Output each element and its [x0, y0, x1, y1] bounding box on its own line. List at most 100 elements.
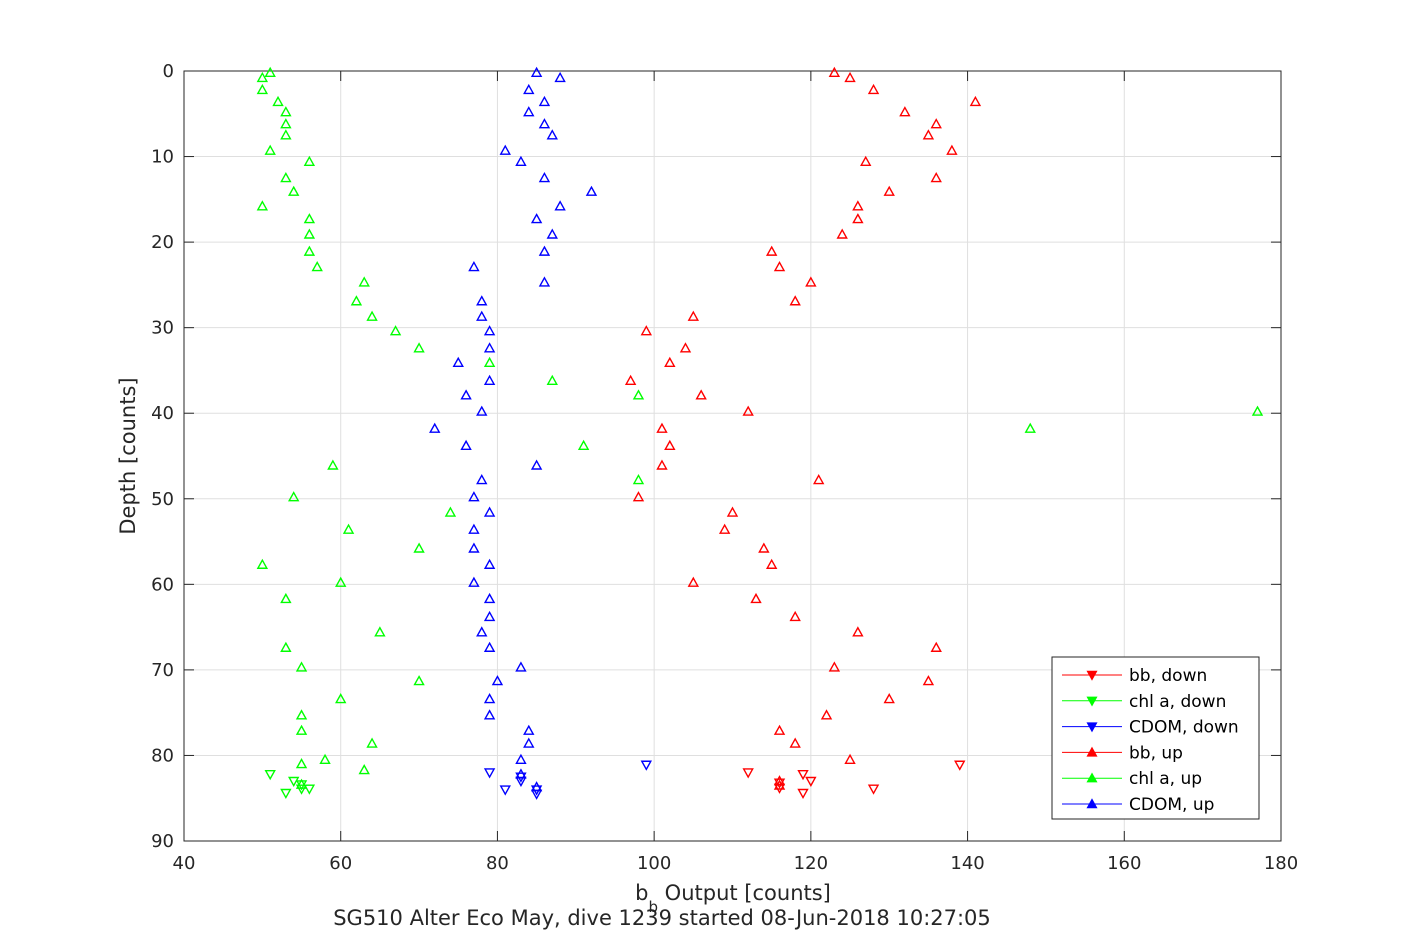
data-point — [499, 785, 511, 796]
data-point — [319, 753, 331, 765]
data-point — [852, 200, 864, 211]
data-point — [546, 129, 558, 140]
data-point — [413, 542, 425, 553]
data-point — [483, 768, 496, 779]
data-point — [491, 675, 504, 686]
data-point — [256, 71, 269, 83]
data-point — [280, 118, 292, 129]
data-point — [836, 228, 848, 239]
data-point — [554, 71, 566, 83]
data-point — [358, 276, 370, 287]
data-point — [288, 185, 300, 196]
data-point — [538, 172, 551, 183]
series-bb-up — [624, 66, 982, 790]
data-point — [538, 245, 551, 256]
data-point — [280, 129, 292, 140]
data-point — [335, 576, 347, 587]
legend-box — [1051, 656, 1260, 820]
data-point — [452, 356, 464, 368]
data-point — [476, 310, 488, 321]
data-point — [483, 325, 496, 336]
data-point — [295, 784, 308, 795]
data-point — [523, 106, 535, 117]
data-point — [867, 784, 880, 795]
data-point — [773, 778, 786, 789]
data-point — [930, 172, 942, 183]
data-point — [765, 558, 778, 569]
data-point — [413, 342, 425, 353]
axes-box — [183, 70, 1282, 842]
data-point — [280, 592, 292, 604]
data-point — [726, 506, 739, 517]
series-cdom-up — [429, 66, 598, 792]
data-point — [632, 389, 645, 400]
x-tick-label: 60 — [329, 853, 352, 874]
legend-entry: bb, up — [1062, 743, 1183, 763]
data-point — [718, 523, 731, 534]
data-point — [828, 661, 841, 672]
data-point — [366, 737, 378, 748]
data-point — [327, 459, 339, 470]
y-tick-label: 40 — [151, 403, 174, 424]
data-point — [546, 374, 558, 386]
data-point — [930, 118, 942, 129]
y-tick-label: 60 — [151, 574, 174, 595]
legend-marker — [1086, 746, 1098, 757]
x-tick-label: 140 — [950, 853, 984, 874]
data-point — [499, 144, 511, 155]
legend-label: chl a, up — [1129, 769, 1202, 789]
x-axis-label: bb Output [counts] — [635, 881, 831, 916]
x-tick-label: 180 — [1264, 853, 1298, 874]
data-point — [773, 775, 786, 786]
data-point — [413, 675, 425, 686]
data-point — [366, 310, 378, 321]
data-point — [789, 737, 801, 748]
data-point — [679, 342, 692, 353]
data-point — [288, 776, 300, 788]
data-point — [256, 83, 269, 95]
data-point — [530, 213, 543, 224]
data-point — [483, 709, 496, 720]
data-point — [1251, 405, 1264, 416]
data-point — [476, 295, 488, 306]
data-point — [358, 764, 370, 775]
data-point — [523, 724, 535, 735]
data-point — [256, 558, 269, 569]
data-point — [523, 737, 535, 748]
data-point — [742, 405, 754, 416]
data-point — [632, 491, 645, 502]
y-tick-label: 80 — [151, 745, 174, 766]
data-point — [483, 374, 496, 386]
data-point — [530, 781, 543, 792]
legend-label: CDOM, up — [1129, 795, 1214, 815]
data-point — [272, 95, 284, 107]
x-tick-label: 120 — [794, 853, 828, 874]
data-point — [303, 784, 316, 795]
x-tick-label: 160 — [1107, 853, 1141, 874]
data-point — [758, 542, 770, 553]
data-point — [656, 422, 668, 433]
data-point — [687, 310, 700, 321]
data-point — [640, 760, 652, 771]
data-point — [468, 491, 480, 502]
data-point — [295, 758, 308, 769]
data-point — [867, 83, 880, 95]
data-point — [695, 389, 707, 400]
y-tick-label: 10 — [151, 147, 174, 168]
data-point — [295, 709, 308, 720]
data-point — [429, 422, 441, 433]
data-point — [280, 172, 292, 183]
legend-entry: CDOM, down — [1062, 718, 1239, 738]
y-tick-label: 50 — [151, 489, 174, 510]
legend-label: chl a, down — [1129, 692, 1226, 712]
data-point — [288, 491, 300, 502]
data-point — [515, 768, 527, 779]
y-axis-label: Depth [counts] — [116, 377, 140, 534]
data-point — [805, 776, 817, 788]
data-point — [538, 95, 551, 107]
data-point — [656, 459, 668, 470]
data-point — [585, 185, 598, 196]
data-point — [538, 118, 551, 129]
data-point — [460, 439, 472, 451]
data-point — [374, 626, 386, 637]
